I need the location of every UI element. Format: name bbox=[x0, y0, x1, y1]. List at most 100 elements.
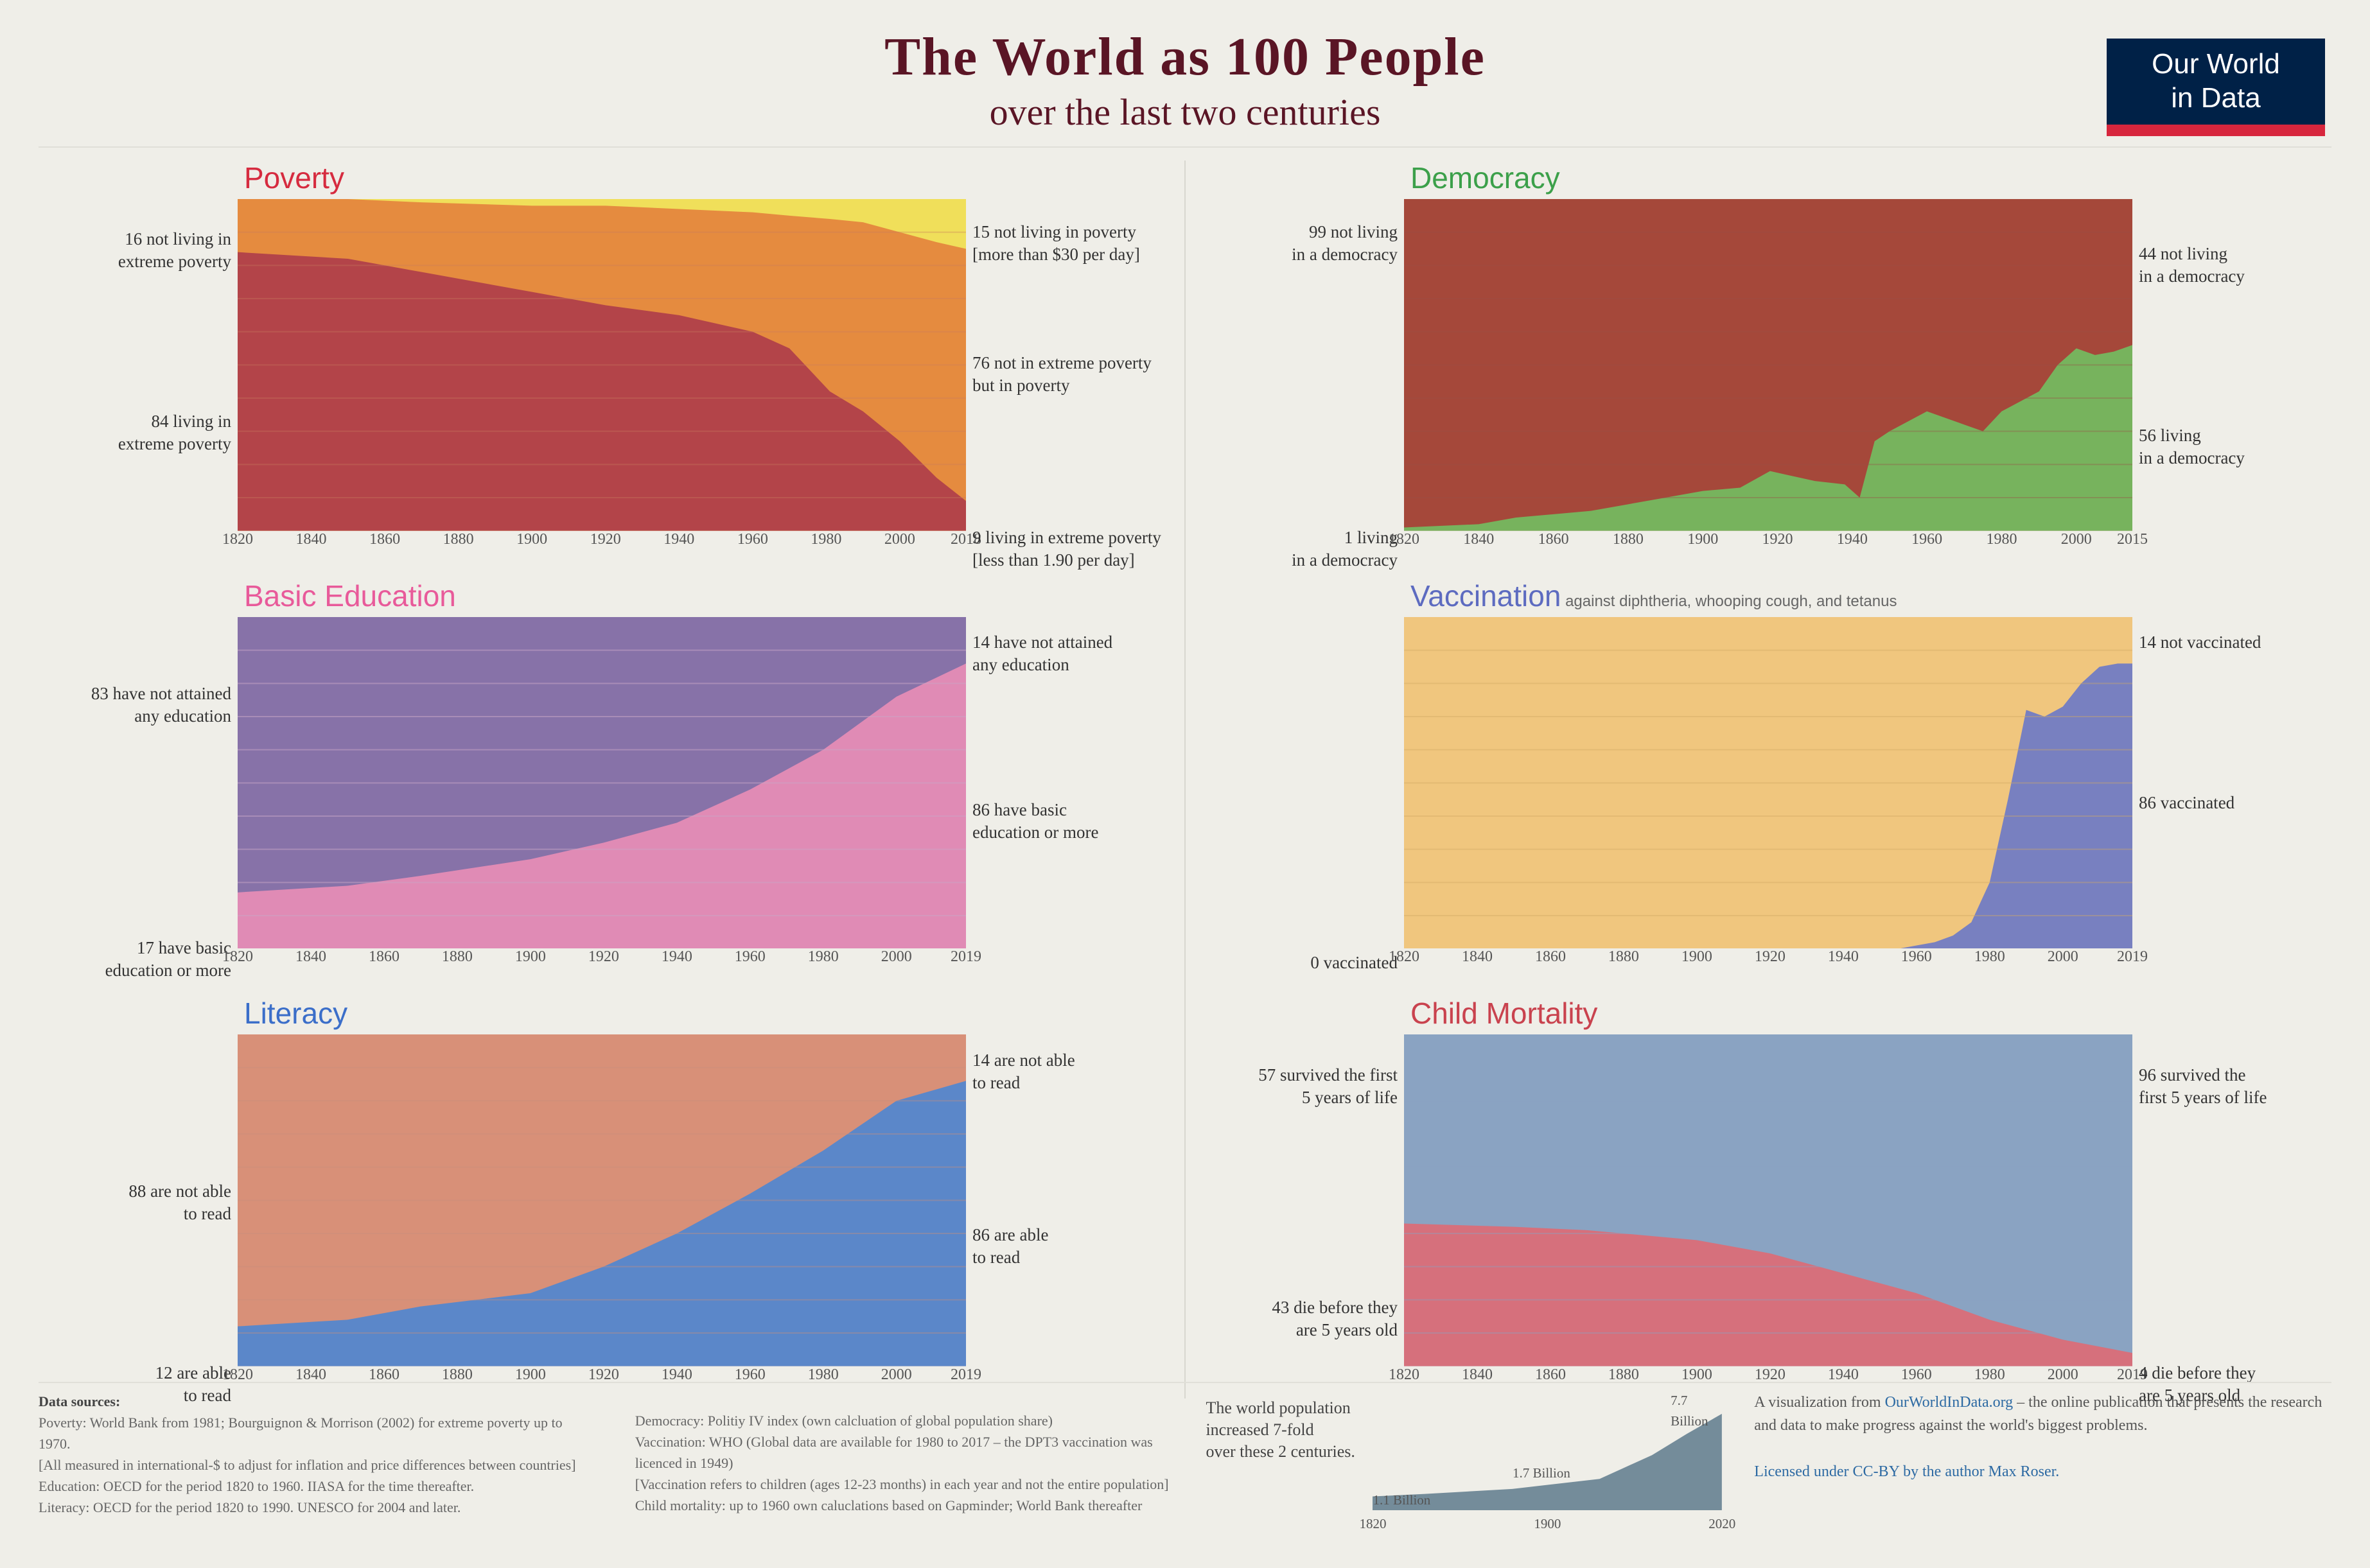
x-tick: 1900 bbox=[1681, 1366, 1712, 1384]
x-tick: 2000 bbox=[2061, 531, 2092, 548]
x-tick: 1940 bbox=[1828, 948, 1859, 966]
credit-link[interactable]: OurWorldInData.org bbox=[1885, 1394, 2014, 1411]
x-tick: 1920 bbox=[1755, 1366, 1786, 1384]
chart-label: 0 vaccinated bbox=[1205, 952, 1398, 974]
panel-literacy: Literacy88 are not ableto read12 are abl… bbox=[39, 996, 1165, 1398]
x-tick: 2000 bbox=[884, 531, 915, 548]
x-axis: 1820184018601880190019201940196019802000… bbox=[238, 948, 966, 980]
chart-label: 96 survived thefirst 5 years of life bbox=[2139, 1064, 2331, 1109]
pop-label: 7.7 Billion bbox=[1671, 1391, 1708, 1431]
area-chart: 1820184018601880190019201940196019802000… bbox=[1404, 199, 2132, 563]
x-tick: 1920 bbox=[588, 948, 619, 966]
panel-title: Poverty bbox=[244, 161, 1165, 195]
x-tick: 1960 bbox=[735, 948, 766, 966]
x-tick: 1820 bbox=[1389, 531, 1419, 548]
x-tick: 1920 bbox=[1762, 531, 1793, 548]
x-tick: 1880 bbox=[1608, 948, 1639, 966]
sources-text-1: Poverty: World Bank from 1981; Bourguign… bbox=[39, 1412, 597, 1518]
x-tick: 1980 bbox=[1974, 1366, 2005, 1384]
panel-title: Literacy bbox=[244, 996, 1165, 1031]
panel-title: Basic Education bbox=[244, 579, 1165, 613]
pop-xtick: 2020 bbox=[1708, 1514, 1735, 1535]
x-tick: 1840 bbox=[1463, 531, 1494, 548]
x-tick: 1980 bbox=[808, 1366, 839, 1384]
chart-label: 86 are ableto read bbox=[972, 1224, 1165, 1269]
header: The World as 100 People over the last tw… bbox=[39, 26, 2331, 134]
x-tick: 1960 bbox=[737, 531, 768, 548]
x-tick: 1860 bbox=[1535, 948, 1566, 966]
panel-democracy: Democracy99 not livingin a democracy1 li… bbox=[1205, 161, 2331, 563]
x-tick: 1820 bbox=[1389, 1366, 1419, 1384]
x-tick: 1820 bbox=[222, 1366, 253, 1384]
x-tick: 1900 bbox=[515, 948, 546, 966]
x-tick: 1880 bbox=[443, 531, 474, 548]
page-subtitle: over the last two centuries bbox=[39, 91, 2331, 134]
chart-label: 17 have basiceducation or more bbox=[39, 937, 231, 982]
x-tick: 1920 bbox=[590, 531, 621, 548]
x-tick: 2000 bbox=[2048, 948, 2078, 966]
x-tick: 1940 bbox=[662, 1366, 692, 1384]
x-tick: 1900 bbox=[1681, 948, 1712, 966]
x-tick: 1940 bbox=[662, 948, 692, 966]
pop-xtick: 1900 bbox=[1534, 1514, 1561, 1535]
labels-right: 44 not livingin a democracy 56 livingin a… bbox=[2132, 199, 2331, 563]
x-tick: 2000 bbox=[881, 948, 912, 966]
labels-right: 14 not vaccinated86 vaccinated bbox=[2132, 617, 2331, 981]
x-tick: 1840 bbox=[295, 948, 326, 966]
x-tick: 1880 bbox=[1613, 531, 1644, 548]
chart-label: 43 die before theyare 5 years old bbox=[1205, 1296, 1398, 1341]
x-tick: 1980 bbox=[808, 948, 839, 966]
x-tick: 1940 bbox=[1828, 1366, 1859, 1384]
x-tick: 1900 bbox=[1687, 531, 1718, 548]
x-tick: 1820 bbox=[1389, 948, 1419, 966]
chart-label: 76 not in extreme povertybut in poverty bbox=[972, 352, 1165, 397]
x-tick: 2000 bbox=[881, 1366, 912, 1384]
labels-left: 83 have not attainedany education 17 have… bbox=[39, 617, 238, 981]
labels-right: 14 have not attainedany education 86 have… bbox=[966, 617, 1165, 981]
panel-education: Basic Education83 have not attainedany e… bbox=[39, 579, 1165, 981]
x-tick: 1860 bbox=[369, 1366, 399, 1384]
x-tick: 1880 bbox=[442, 948, 473, 966]
chart-label: 56 livingin a democracy bbox=[2139, 424, 2331, 469]
x-axis: 1820184018601880190019201940196019802000… bbox=[1404, 531, 2132, 563]
x-tick: 1840 bbox=[295, 1366, 326, 1384]
area-chart: 1820184018601880190019201940196019802000… bbox=[238, 617, 966, 981]
x-tick: 1860 bbox=[1535, 1366, 1566, 1384]
panel-poverty: Poverty16 not living inextreme poverty84… bbox=[39, 161, 1165, 563]
x-tick: 1960 bbox=[1911, 531, 1942, 548]
logo-accent bbox=[2107, 125, 2325, 136]
panel-title: Child Mortality bbox=[1410, 996, 2331, 1031]
population-chart: The world populationincreased 7-foldover… bbox=[1193, 1391, 1735, 1549]
population-plot: 1.1 Billion1.7 Billion7.7 Billion1820190… bbox=[1373, 1391, 1722, 1536]
x-tick: 1860 bbox=[369, 948, 399, 966]
x-tick: 1960 bbox=[1901, 1366, 1932, 1384]
labels-left: 88 are not ableto read12 are ableto read bbox=[39, 1034, 238, 1398]
x-tick: 1820 bbox=[222, 948, 253, 966]
x-tick: 1980 bbox=[1974, 948, 2005, 966]
x-tick: 1880 bbox=[442, 1366, 473, 1384]
chart-label: 86 have basiceducation or more bbox=[972, 799, 1165, 844]
x-tick: 1860 bbox=[1538, 531, 1569, 548]
sources-text-2: Democracy: Politiy IV index (own calclua… bbox=[635, 1410, 1193, 1516]
x-tick: 1940 bbox=[1837, 531, 1868, 548]
labels-right: 14 are not ableto read86 are ableto read bbox=[966, 1034, 1165, 1398]
labels-left: 99 not livingin a democracy1 livingin a … bbox=[1205, 199, 1404, 563]
x-tick: 1920 bbox=[588, 1366, 619, 1384]
chart-grid: Poverty16 not living inextreme poverty84… bbox=[39, 146, 2331, 1398]
x-axis: 1820184018601880190019201940196019802000… bbox=[1404, 948, 2132, 980]
chart-label: 99 not livingin a democracy bbox=[1205, 221, 1398, 266]
sources-col-1: Data sources: Poverty: World Bank from 1… bbox=[39, 1391, 597, 1549]
labels-left: 16 not living inextreme poverty84 living… bbox=[39, 199, 238, 563]
chart-label: 83 have not attainedany education bbox=[39, 683, 231, 727]
panel-title: Democracy bbox=[1410, 161, 2331, 195]
x-tick: 1940 bbox=[663, 531, 694, 548]
labels-right: 15 not living in poverty[more than $30 p… bbox=[966, 199, 1165, 563]
chart-label: 44 not livingin a democracy bbox=[2139, 243, 2331, 288]
area-chart: 1820184018601880190019201940196019802000… bbox=[1404, 617, 2132, 981]
x-tick: 1860 bbox=[369, 531, 400, 548]
panel-title: Vaccination against diphtheria, whooping… bbox=[1410, 579, 2331, 613]
x-tick: 1920 bbox=[1755, 948, 1786, 966]
chart-label: 14 have not attainedany education bbox=[972, 631, 1165, 676]
x-tick: 2000 bbox=[2048, 1366, 2078, 1384]
chart-label: 9 living in extreme poverty[less than 1.… bbox=[972, 527, 1165, 571]
